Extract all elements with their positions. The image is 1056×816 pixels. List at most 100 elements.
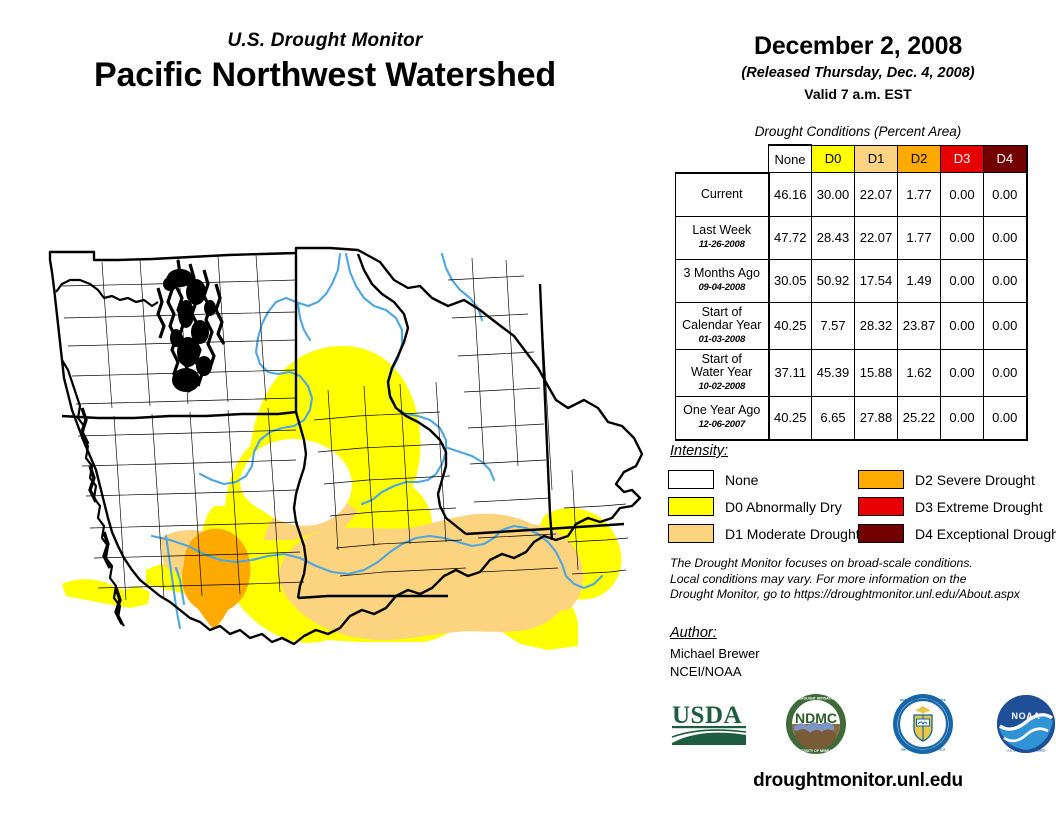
map-state-borders-layer bbox=[48, 246, 644, 646]
noaa-logo: NOAA U.S. DEPT. OF COMMERCE bbox=[996, 693, 1056, 755]
table-cell-d2: 1.77 bbox=[897, 215, 941, 260]
table-cell-none: 40.25 bbox=[768, 301, 812, 350]
table-row: Start of Calendar Year 01-03-2008 40.25 7.57… bbox=[675, 301, 1028, 350]
legend-swatch bbox=[858, 497, 904, 516]
author-block: Michael Brewer NCEI/NOAA bbox=[670, 645, 760, 681]
table-cell-d3: 0.00 bbox=[940, 301, 984, 350]
table-cell-d3: 0.00 bbox=[940, 395, 984, 441]
table-cell-d4: 0.00 bbox=[983, 395, 1028, 441]
ndmc-logo: NDMC NATIONAL DROUGHT MITIGATION CENTER … bbox=[785, 693, 847, 755]
table-header-d0: D0 bbox=[811, 144, 855, 173]
table-cell-d0: 50.92 bbox=[811, 258, 855, 303]
table-cell-d0: 30.00 bbox=[811, 172, 855, 217]
report-released: (Released Thursday, Dec. 4, 2008) bbox=[741, 65, 975, 81]
table-cell-d4: 0.00 bbox=[983, 258, 1028, 303]
drought-conditions-table: None D0 D1 D2 D3 D4 Current 46.16 30.00 22.07 1.77… bbox=[675, 144, 1028, 441]
author-affiliation: NCEI/NOAA bbox=[670, 664, 742, 679]
table-row-label: Last Week 11-26-2008 bbox=[675, 215, 770, 260]
table-row: 3 Months Ago 09-04-2008 30.05 50.92 17.54 1.4… bbox=[675, 258, 1028, 303]
disclaimer-line-2: Local conditions may vary. For more info… bbox=[670, 571, 967, 586]
legend-column-left: None D0 Abnormally Dry D1 Moderate Drought bbox=[668, 467, 860, 548]
legend-item: D0 Abnormally Dry bbox=[668, 494, 860, 519]
legend-item: D2 Severe Drought bbox=[858, 467, 1056, 492]
table-cell-d2: 1.49 bbox=[897, 258, 941, 303]
table-row-date: 01-03-2008 bbox=[698, 333, 746, 345]
legend-item: None bbox=[668, 467, 860, 492]
legend-label: D4 Exceptional Drought bbox=[915, 525, 1056, 542]
usdc-seal: DEPARTMENT OF COMMERCE UNITED STATES OF … bbox=[892, 693, 954, 755]
intensity-legend-title: Intensity: bbox=[670, 443, 729, 459]
table-cell-d0: 28.43 bbox=[811, 215, 855, 260]
table-cell-none: 37.11 bbox=[768, 348, 812, 397]
report-valid-time: Valid 7 a.m. EST bbox=[804, 86, 912, 102]
table-cell-none: 47.72 bbox=[768, 215, 812, 260]
table-cell-d0: 45.39 bbox=[811, 348, 855, 397]
usda-logo: USDA bbox=[670, 701, 752, 749]
legend-column-right: D2 Severe Drought D3 Extreme Drought D4 Ex… bbox=[858, 467, 1056, 548]
table-row-date: 12-06-2007 bbox=[698, 419, 746, 430]
table-cell-d2: 1.77 bbox=[897, 172, 941, 217]
table-cell-d3: 0.00 bbox=[940, 172, 984, 217]
table-row: Current 46.16 30.00 22.07 1.77 0.00 0.00 bbox=[675, 172, 1028, 217]
table-cell-none: 30.05 bbox=[768, 258, 812, 303]
table-cell-d1: 15.88 bbox=[854, 348, 898, 397]
table-caption: Drought Conditions (Percent Area) bbox=[754, 124, 962, 139]
svg-text:USDA: USDA bbox=[672, 702, 742, 729]
legend-label: None bbox=[725, 471, 759, 488]
table-cell-none: 40.25 bbox=[768, 395, 812, 441]
table-cell-d3: 0.00 bbox=[940, 348, 984, 397]
table-cell-d1: 27.88 bbox=[854, 395, 898, 441]
legend-swatch bbox=[858, 524, 904, 543]
table-row: Start of Water Year 10-02-2008 37.11 45.39 15… bbox=[675, 348, 1028, 397]
disclaimer-line-1: The Drought Monitor focuses on broad-sca… bbox=[670, 556, 973, 570]
legend-label: D3 Extreme Drought bbox=[915, 498, 1043, 515]
table-header-corner bbox=[675, 145, 769, 174]
website-url: droughtmonitor.unl.edu bbox=[753, 770, 963, 791]
table-cell-d4: 0.00 bbox=[983, 301, 1028, 350]
author-name: Michael Brewer bbox=[670, 646, 760, 661]
table-row-date: 11-26-2008 bbox=[698, 239, 745, 250]
svg-text:UNIVERSITY OF NEBRASKA: UNIVERSITY OF NEBRASKA bbox=[793, 749, 840, 753]
page-title: Pacific Northwest Watershed bbox=[94, 56, 556, 94]
map-coastline-layer bbox=[55, 259, 226, 627]
table-cell-d4: 0.00 bbox=[983, 348, 1028, 397]
disclaimer-line-3: Drought Monitor, go to https://droughtmo… bbox=[670, 587, 1020, 601]
table-cell-d3: 0.00 bbox=[940, 258, 984, 303]
table-row-label: Start of Water Year 10-02-2008 bbox=[675, 348, 770, 397]
table-cell-d2: 23.87 bbox=[897, 301, 941, 350]
table-header-d1: D1 bbox=[854, 144, 898, 173]
table-header-row: None D0 D1 D2 D3 D4 bbox=[675, 144, 1028, 174]
table-header-d4: D4 bbox=[983, 144, 1028, 173]
legend-swatch bbox=[668, 524, 714, 543]
svg-text:UNITED STATES OF AMERICA: UNITED STATES OF AMERICA bbox=[901, 747, 946, 751]
legend-label: D0 Abnormally Dry bbox=[725, 498, 842, 515]
table-cell-d2: 25.22 bbox=[897, 395, 941, 441]
legend-swatch bbox=[668, 497, 714, 516]
svg-text:DEPARTMENT OF COMMERCE: DEPARTMENT OF COMMERCE bbox=[900, 698, 946, 702]
svg-text:NOAA: NOAA bbox=[1012, 711, 1041, 721]
legend-item: D3 Extreme Drought bbox=[858, 494, 1056, 519]
legend-item: D1 Moderate Drought bbox=[668, 521, 860, 546]
legend-swatch bbox=[858, 470, 904, 489]
table-cell-d4: 0.00 bbox=[983, 172, 1028, 217]
table-cell-d1: 28.32 bbox=[854, 301, 898, 350]
disclaimer: The Drought Monitor focuses on broad-sca… bbox=[670, 556, 1056, 603]
table-cell-d1: 22.07 bbox=[854, 215, 898, 260]
table-cell-d0: 7.57 bbox=[811, 301, 855, 350]
table-cell-d4: 0.00 bbox=[983, 215, 1028, 260]
table-cell-d1: 17.54 bbox=[854, 258, 898, 303]
drought-map bbox=[28, 240, 658, 670]
legend-swatch bbox=[668, 470, 714, 489]
report-date: December 2, 2008 bbox=[753, 32, 963, 60]
table-row-date: 10-02-2008 bbox=[698, 380, 746, 392]
table-row-label: 3 Months Ago 09-04-2008 bbox=[675, 258, 770, 303]
legend-label: D2 Severe Drought bbox=[915, 471, 1035, 488]
table-cell-d2: 1.62 bbox=[897, 348, 941, 397]
legend-label: D1 Moderate Drought bbox=[725, 525, 860, 542]
table-row: One Year Ago 12-06-2007 40.25 6.65 27.88 25.2… bbox=[675, 395, 1028, 441]
table-cell-d0: 6.65 bbox=[811, 395, 855, 441]
table-row: Last Week 11-26-2008 47.72 28.43 22.07 1.77 0.… bbox=[675, 215, 1028, 260]
table-header-d3: D3 bbox=[940, 144, 984, 173]
table-row-label: Current bbox=[675, 172, 770, 217]
table-row-label: One Year Ago 12-06-2007 bbox=[675, 395, 770, 441]
